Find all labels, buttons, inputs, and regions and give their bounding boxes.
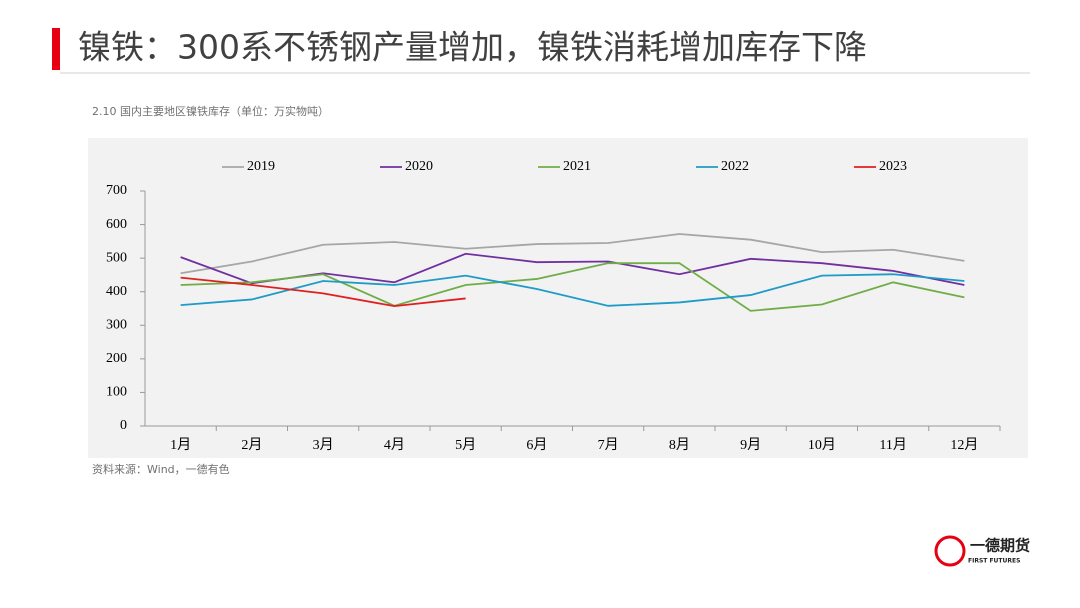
legend-label: 2020 (405, 159, 433, 174)
y-tick-label: 200 (106, 351, 127, 366)
chart-title: 2.10 国内主要地区镍铁库存（单位：万实物吨） (92, 104, 329, 118)
chart-area (88, 138, 1028, 458)
x-tick-label: 11月 (879, 437, 906, 453)
y-tick-label: 500 (106, 250, 127, 265)
x-tick-label: 10月 (808, 437, 836, 453)
logo-icon (934, 535, 966, 567)
legend-label: 2022 (721, 159, 749, 174)
logo-text: 一德期货 (970, 537, 1030, 555)
source: 资料来源：Wind，一德有色 (92, 462, 230, 476)
logo-sub: FIRST FUTURES (968, 558, 1020, 565)
y-tick-label: 700 (106, 183, 127, 198)
x-tick-label: 7月 (598, 437, 619, 453)
slide-title: 镍铁：300系不锈钢产量增加，镍铁消耗增加库存下降 (78, 28, 867, 67)
x-tick-label: 9月 (740, 437, 761, 453)
y-tick-label: 600 (106, 217, 127, 232)
title-marker (52, 28, 60, 70)
x-tick-label: 1月 (170, 437, 191, 453)
x-tick-label: 4月 (384, 437, 405, 453)
y-tick-label: 300 (106, 318, 127, 333)
legend-label: 2021 (563, 159, 591, 174)
x-tick-label: 3月 (313, 437, 334, 453)
x-tick-label: 12月 (950, 437, 978, 453)
x-tick-label: 2月 (241, 437, 262, 453)
y-tick-label: 0 (120, 418, 127, 433)
x-tick-label: 6月 (526, 437, 547, 453)
series-line (180, 276, 466, 308)
legend-label: 2023 (879, 159, 907, 174)
y-tick-label: 100 (106, 385, 127, 400)
x-tick-label: 8月 (669, 437, 690, 453)
legend-label: 2019 (247, 159, 275, 174)
y-tick-label: 400 (106, 284, 127, 299)
series-line (180, 262, 965, 312)
series-line (180, 233, 965, 275)
x-tick-label: 5月 (455, 437, 476, 453)
series-line (180, 273, 965, 307)
